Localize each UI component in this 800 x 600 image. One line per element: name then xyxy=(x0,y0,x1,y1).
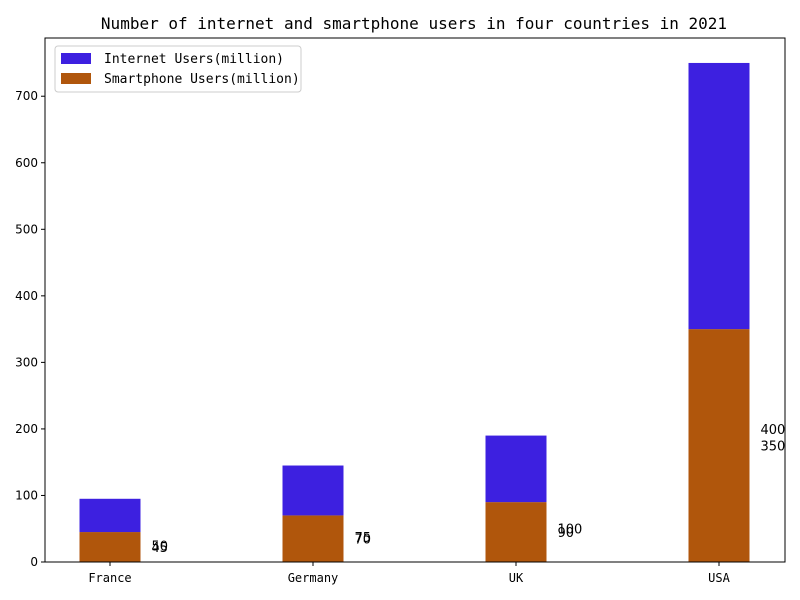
legend-label: Smartphone Users(million) xyxy=(104,72,300,87)
bar-internet-germany xyxy=(282,465,344,516)
bar-internet-france xyxy=(79,498,141,533)
data-label-smartphone-germany: 70 xyxy=(355,533,372,548)
y-tick-label: 400 xyxy=(15,289,38,303)
y-tick-label: 0 xyxy=(30,555,38,569)
y-tick-label: 700 xyxy=(15,89,38,103)
y-tick-label: 600 xyxy=(15,156,38,170)
y-tick-label: 300 xyxy=(15,355,38,369)
data-label-smartphone-uk: 90 xyxy=(558,526,575,541)
legend-box xyxy=(54,45,302,93)
x-tick-label: UK xyxy=(509,571,524,585)
bar-smartphone-germany xyxy=(282,515,344,562)
legend-label: Internet Users(million) xyxy=(104,52,284,67)
bars xyxy=(79,62,750,562)
plot-frame xyxy=(44,37,786,563)
data-label-internet-germany: 75 xyxy=(355,531,372,546)
legend: Internet Users(million) Smartphone Users(… xyxy=(54,45,302,93)
bar-smartphone-france xyxy=(79,532,141,562)
data-label-smartphone-usa: 350 xyxy=(761,440,786,455)
data-label-smartphone-france: 45 xyxy=(152,541,169,556)
x-tick-label: France xyxy=(88,571,131,585)
data-label-internet-usa: 400 xyxy=(761,423,786,438)
y-tick-label: 200 xyxy=(15,422,38,436)
y-tick-label: 100 xyxy=(15,488,38,502)
x-axis: France Germany UK USA xyxy=(88,562,731,585)
bar-internet-uk xyxy=(485,435,547,503)
chart-title: Number of internet and smartphone users … xyxy=(101,14,727,33)
data-label-internet-uk: 100 xyxy=(558,523,583,538)
x-tick-label: USA xyxy=(708,571,730,585)
y-axis: 0 100 200 300 400 500 600 700 xyxy=(15,89,45,569)
legend-swatch xyxy=(61,53,91,64)
data-label-internet-france: 50 xyxy=(152,539,169,554)
x-tick-label: Germany xyxy=(288,571,339,585)
bar-internet-usa xyxy=(688,62,750,330)
bar-smartphone-uk xyxy=(485,502,547,562)
bar-smartphone-usa xyxy=(688,329,750,562)
legend-swatch xyxy=(61,73,91,84)
y-tick-label: 500 xyxy=(15,222,38,236)
